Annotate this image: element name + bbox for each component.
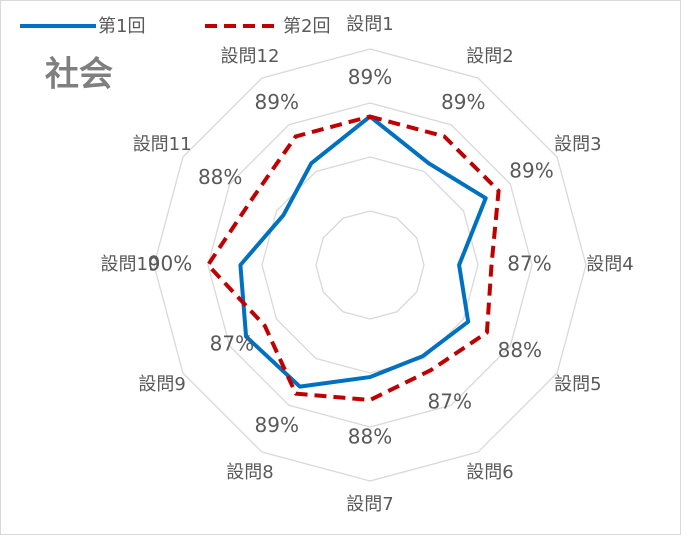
category-label: 設問5: [554, 374, 601, 395]
data-label: 89%: [441, 90, 485, 114]
grid-ring: [261, 156, 479, 374]
category-label: 設問9: [138, 374, 185, 395]
data-label: 89%: [255, 90, 299, 114]
category-label: 設問8: [226, 462, 273, 483]
series-line: [206, 114, 501, 402]
category-label: 設問7: [346, 494, 393, 515]
category-label: 設問4: [586, 254, 633, 275]
data-label: 89%: [255, 413, 299, 437]
data-label: 87%: [210, 331, 254, 355]
data-label: 87%: [507, 252, 551, 276]
category-label: 設問3: [554, 134, 601, 155]
data-label: 89%: [348, 65, 392, 89]
data-label: 88%: [348, 425, 392, 449]
legend-label: 第2回: [283, 16, 330, 37]
data-label: 88%: [198, 165, 242, 189]
category-label: 設問1: [346, 14, 393, 35]
data-label: 88%: [498, 338, 542, 362]
data-label: 89%: [509, 158, 553, 182]
grid-ring: [207, 102, 533, 428]
category-label: 設問12: [221, 46, 280, 67]
category-label: 設問6: [466, 462, 513, 483]
chart-title: 社会: [45, 55, 113, 95]
data-label: 90%: [148, 252, 192, 276]
series-line: [238, 114, 488, 389]
legend-label: 第1回: [98, 16, 145, 37]
category-label: 設問10: [101, 254, 160, 275]
grid-ring: [153, 48, 587, 482]
category-label: 設問2: [466, 46, 513, 67]
category-label: 設問11: [133, 134, 192, 155]
grid-ring: [315, 210, 425, 320]
data-label: 87%: [428, 390, 472, 414]
